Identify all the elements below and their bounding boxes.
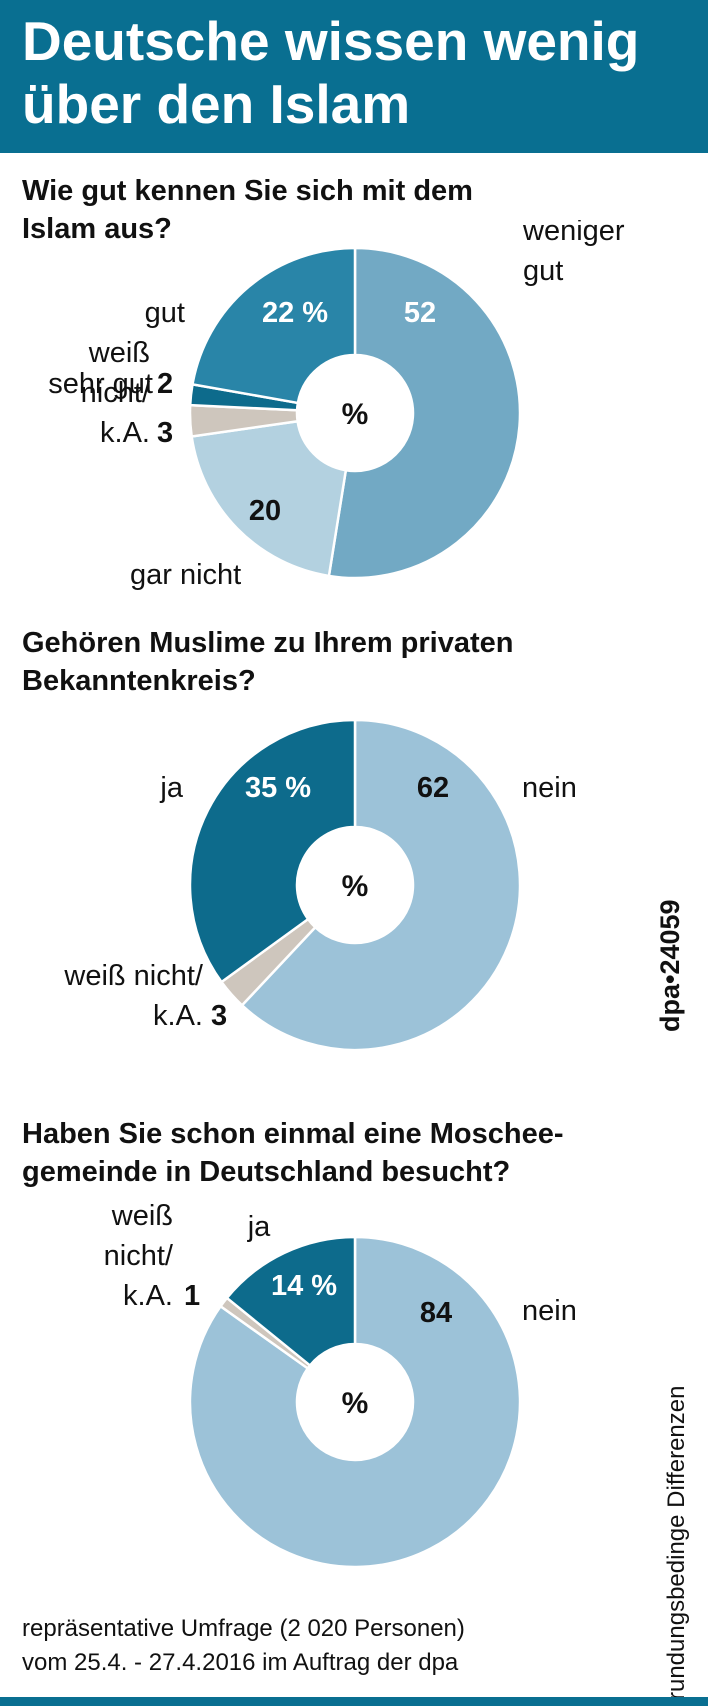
question-3-line-2: gemeinde in Deutschland besucht? xyxy=(22,1156,511,1188)
donut-slice-3 xyxy=(188,718,357,984)
donut-slice-1 xyxy=(240,718,522,1052)
donut-center-label: % xyxy=(342,398,369,431)
source-note: repräsentative Umfrage (2 020 Personen) … xyxy=(22,1612,465,1680)
donut-chart-1: % weniger gut 52 gar nicht 20 weiß nicht/k.A. 3s… xyxy=(48,220,625,590)
question-2-line-1: Gehören Muslime zu Ihrem privaten xyxy=(22,627,514,659)
rounding-note: rundungsbedinge Differenzen xyxy=(663,1385,690,1700)
donut-center-label: % xyxy=(342,870,369,903)
question-1: Wie gut kennen Sie sich mit dem Islam au… xyxy=(22,172,662,248)
donut-slice-3 xyxy=(225,1235,357,1368)
slice-value-1: 62 xyxy=(417,772,449,804)
title-banner: Deutsche wissen wenig über den Islam xyxy=(0,0,708,153)
slice-label-2-line-2: nicht/ xyxy=(104,1240,174,1272)
question-2-line-2: Bekanntenkreis? xyxy=(22,665,256,697)
slice-label-2-line-1: gar nicht xyxy=(130,559,241,590)
donut-slice-1 xyxy=(327,246,522,580)
source-line-2: vom 25.4. - 27.4.2016 im Auftrag der dpa xyxy=(22,1649,459,1676)
donut-center-label: % xyxy=(342,1387,369,1420)
page-title: Deutsche wissen wenig über den Islam xyxy=(22,10,692,136)
slice-value-2: 1 xyxy=(184,1280,200,1312)
slice-label-5-line-1: gut xyxy=(145,297,185,329)
slice-label-2-line-1: weiß nicht/ xyxy=(63,960,204,992)
slice-value-3: 35 % xyxy=(245,772,311,804)
slice-label-3-line-3: k.A. xyxy=(100,417,150,449)
slice-value-1: 84 xyxy=(420,1297,452,1329)
slice-label-3-line-1: ja xyxy=(159,772,183,804)
title-line-2: über den Islam xyxy=(22,73,411,135)
donut-slice-2 xyxy=(190,419,348,578)
question-1-line-2: Islam aus? xyxy=(22,213,172,245)
title-line-1: Deutsche wissen wenig xyxy=(22,10,640,72)
donut-slice-5 xyxy=(191,246,357,405)
slice-label-1-line-2: gut xyxy=(523,255,563,287)
donut-slice-1 xyxy=(188,1235,522,1569)
slice-label-4-line-1: sehr gut xyxy=(48,368,153,400)
graphic-code: dpa•24059 xyxy=(655,899,685,1032)
slice-value-2: 20 xyxy=(249,495,281,527)
bottom-bar xyxy=(0,1697,708,1706)
slice-label-2-line-1: weiß xyxy=(111,1200,173,1232)
slice-label-1-line-1: nein xyxy=(522,772,577,804)
donut-chart-2: % nein 62 weiß nicht/k.A. 3 ja 35 % xyxy=(63,718,577,1052)
slice-value-3: 14 % xyxy=(271,1270,337,1302)
question-1-line-1: Wie gut kennen Sie sich mit dem xyxy=(22,175,473,207)
slice-label-3-line-1: weiß xyxy=(88,337,150,369)
slice-label-2-line-3: k.A. xyxy=(123,1280,173,1312)
question-3-line-1: Haben Sie schon einmal eine Moschee- xyxy=(22,1118,564,1150)
slice-value-2: 3 xyxy=(211,1000,227,1032)
slice-label-2-line-2: k.A. xyxy=(153,1000,203,1032)
slice-value-1: 52 xyxy=(404,297,436,329)
slice-label-1-line-1: nein xyxy=(522,1295,577,1327)
question-3: Haben Sie schon einmal eine Moschee- gem… xyxy=(22,1115,662,1191)
slice-label-1-line-1: weniger xyxy=(522,220,625,247)
source-line-1: repräsentative Umfrage (2 020 Personen) xyxy=(22,1615,465,1642)
slice-label-3-line-1: ja xyxy=(247,1211,271,1243)
slice-value-5: 22 % xyxy=(262,297,328,329)
question-2: Gehören Muslime zu Ihrem privaten Bekann… xyxy=(22,624,662,700)
slice-label-3-line-2: nicht/ xyxy=(81,377,151,409)
slice-value-3: 3 xyxy=(157,417,173,449)
slice-value-4: 2 xyxy=(157,368,173,400)
